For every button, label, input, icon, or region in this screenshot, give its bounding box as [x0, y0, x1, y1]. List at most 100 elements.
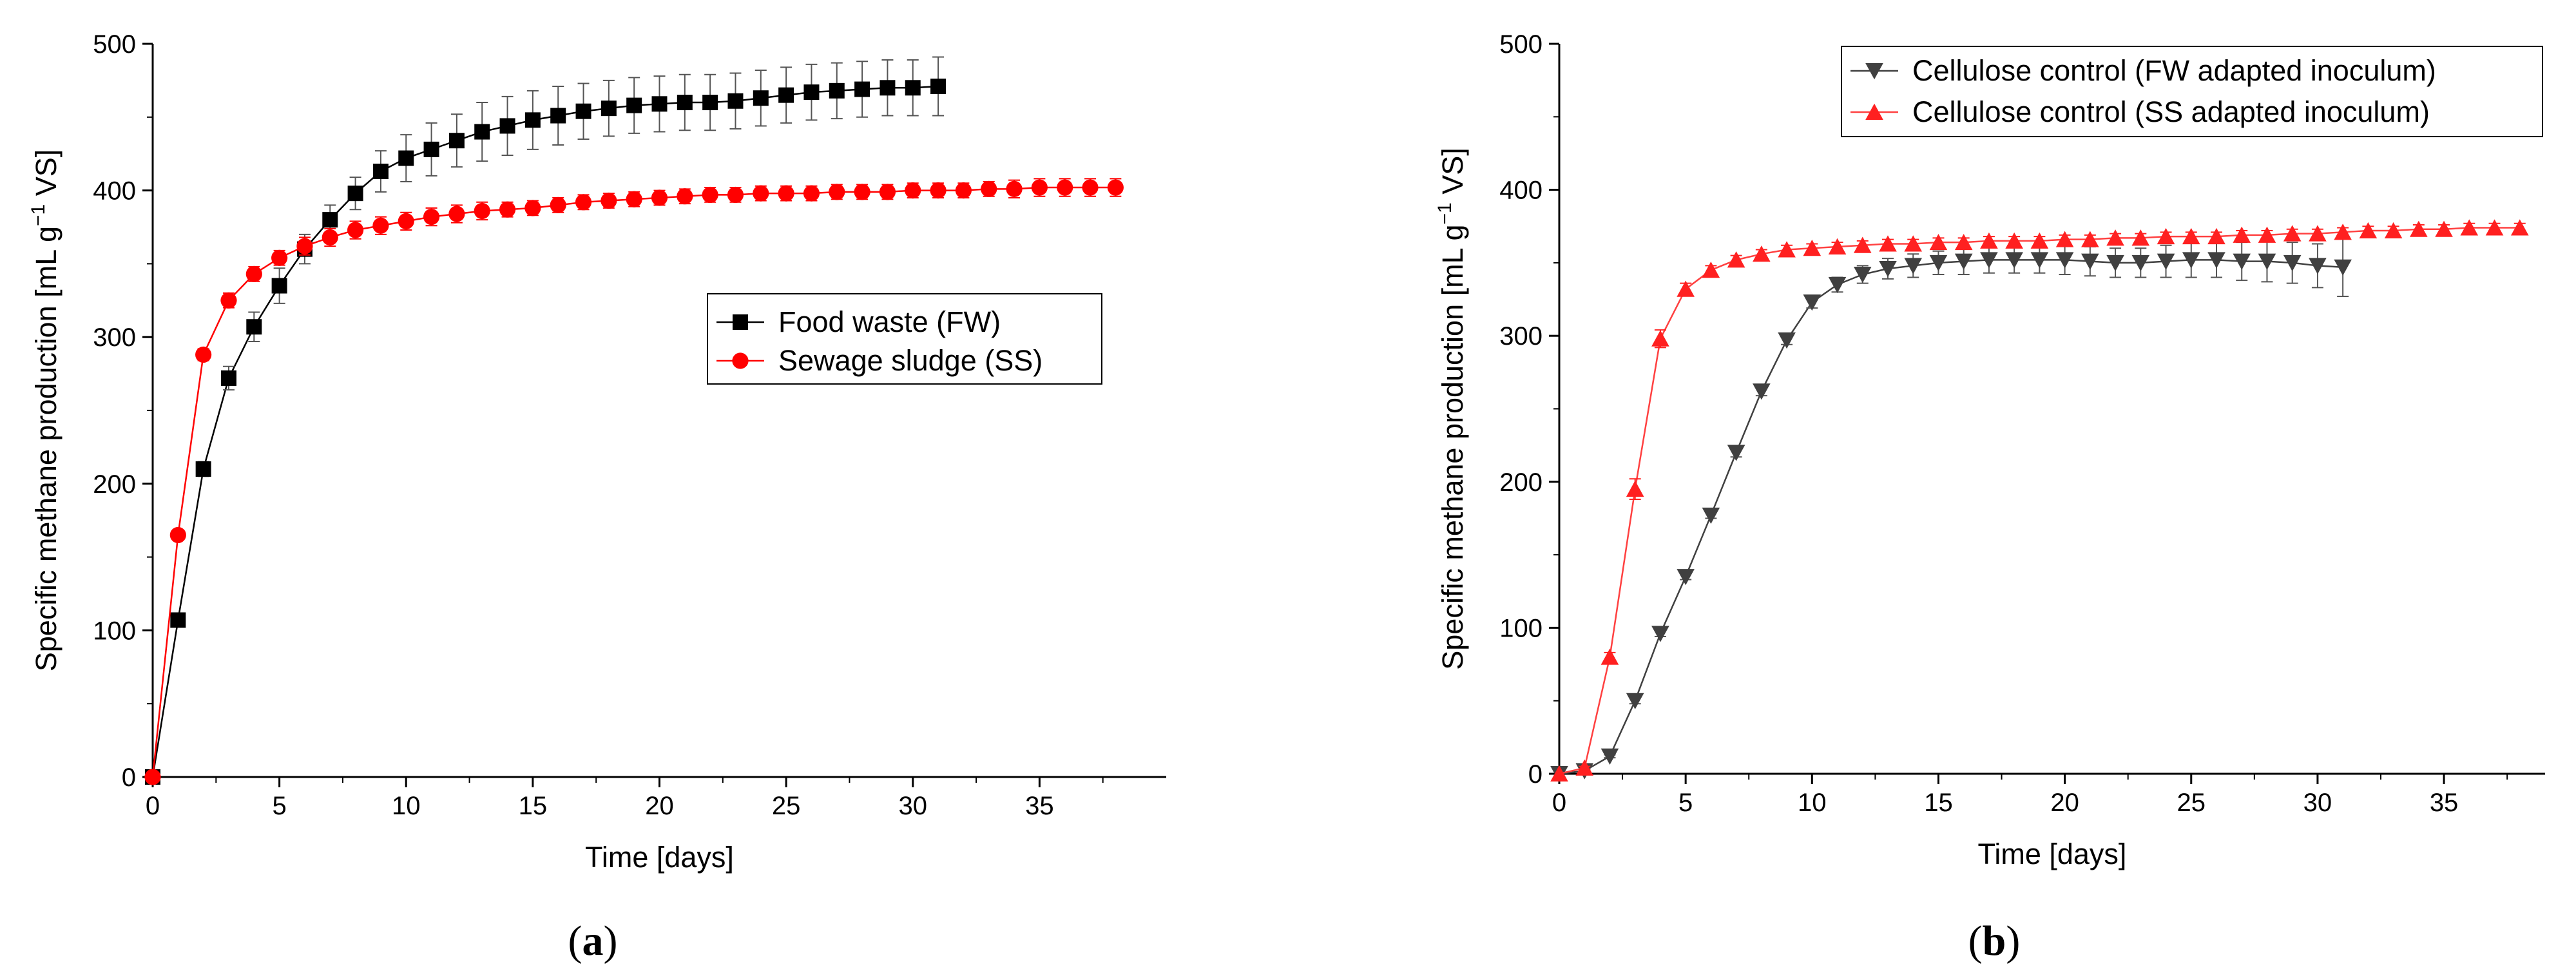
y-tick-label: 200 — [1499, 468, 1543, 497]
data-point — [1879, 260, 1897, 278]
data-point — [905, 182, 921, 199]
data-point — [1677, 280, 1695, 297]
legend: Food waste (FW) Sewage sludge (SS) — [707, 293, 1102, 385]
data-point — [1828, 238, 1847, 254]
data-point — [2030, 232, 2049, 249]
data-point — [2410, 220, 2428, 237]
data-point — [1727, 251, 1745, 268]
data-point — [220, 292, 237, 309]
x-tick-label: 0 — [1552, 789, 1566, 817]
data-point — [1702, 507, 1720, 524]
data-point — [347, 186, 363, 202]
data-point — [626, 191, 642, 207]
x-tick-label: 10 — [392, 792, 421, 820]
data-point — [245, 265, 262, 282]
data-point — [2207, 227, 2225, 245]
legend-box — [707, 293, 1102, 385]
data-point — [448, 206, 465, 222]
data-point — [753, 185, 769, 202]
data-point — [1550, 765, 1568, 781]
data-point — [220, 370, 236, 386]
data-point — [905, 80, 921, 96]
data-point — [1651, 330, 1669, 347]
data-point — [1954, 253, 1973, 270]
data-point — [423, 208, 440, 225]
data-point — [2435, 220, 2453, 237]
data-point — [854, 81, 870, 97]
panel-letter-b: b — [1983, 917, 2006, 964]
data-point — [1107, 179, 1124, 196]
data-point — [2005, 232, 2023, 249]
panel-label-b: (b) — [1968, 917, 2021, 964]
data-point — [1879, 235, 1897, 252]
data-point — [753, 90, 769, 106]
legend-marker — [732, 352, 749, 369]
data-point — [575, 103, 591, 119]
x-tick-label: 20 — [645, 792, 674, 820]
data-point — [778, 87, 794, 103]
y-tick-label: 300 — [1499, 322, 1543, 350]
data-point — [829, 184, 845, 200]
data-point — [2131, 229, 2150, 246]
legend-box — [1841, 46, 2543, 137]
y-tick-label: 500 — [93, 30, 136, 59]
data-point — [2106, 254, 2124, 272]
y-tick-label: 500 — [1499, 30, 1543, 59]
data-point — [1853, 267, 1872, 283]
data-point — [1082, 179, 1099, 196]
data-point — [2384, 222, 2403, 239]
data-point — [169, 526, 186, 544]
data-point — [1980, 232, 1998, 249]
data-point — [1626, 693, 1644, 709]
data-point — [524, 200, 541, 216]
data-point — [423, 141, 439, 157]
data-point — [1006, 180, 1023, 197]
x-tick-label: 15 — [1924, 789, 1953, 817]
series-2 — [1550, 219, 2529, 781]
data-point — [601, 192, 617, 209]
data-point — [879, 184, 896, 200]
data-point — [2309, 258, 2327, 274]
data-point — [1600, 648, 1619, 665]
y-tick-label: 300 — [93, 323, 136, 352]
data-point — [2309, 225, 2327, 242]
data-point — [2258, 226, 2276, 243]
legend-label: Food waste (FW) — [778, 305, 1001, 338]
data-point — [524, 112, 541, 128]
data-point — [803, 84, 820, 101]
data-point — [2081, 231, 2099, 247]
data-point — [322, 212, 338, 228]
data-point — [1954, 233, 1973, 251]
x-tick-label: 5 — [1678, 789, 1693, 817]
data-point — [1575, 759, 1594, 776]
data-point — [702, 186, 718, 204]
data-point — [1727, 445, 1745, 461]
data-point — [1778, 332, 1796, 349]
data-point — [1904, 235, 1923, 252]
data-point — [347, 222, 364, 238]
data-point — [1753, 383, 1771, 400]
data-point — [2485, 219, 2504, 236]
legend-marker — [733, 314, 748, 330]
y-axis-label: Specific methane production [mL g−1 VS] — [1434, 148, 1469, 669]
data-point — [2283, 254, 2302, 272]
legend-label: Sewage sludge (SS) — [778, 344, 1043, 377]
data-point — [2359, 222, 2378, 239]
data-point — [575, 194, 592, 211]
legend: Cellulose control (FW adapted inoculum) C… — [1841, 46, 2543, 137]
data-point — [170, 612, 186, 628]
data-point — [322, 229, 338, 246]
data-point — [2233, 253, 2251, 270]
x-tick-label: 10 — [1798, 789, 1827, 817]
data-point — [474, 124, 490, 140]
data-point — [1803, 294, 1821, 311]
data-point — [803, 185, 820, 202]
x-tick-label: 20 — [2050, 789, 2079, 817]
x-tick-label: 35 — [1025, 792, 1054, 820]
legend-marker — [1865, 63, 1883, 80]
data-point — [1057, 179, 1073, 196]
data-point — [601, 101, 617, 117]
data-point — [2030, 252, 2049, 269]
data-point — [1626, 480, 1644, 497]
x-axis-label: Time [days] — [585, 841, 734, 874]
